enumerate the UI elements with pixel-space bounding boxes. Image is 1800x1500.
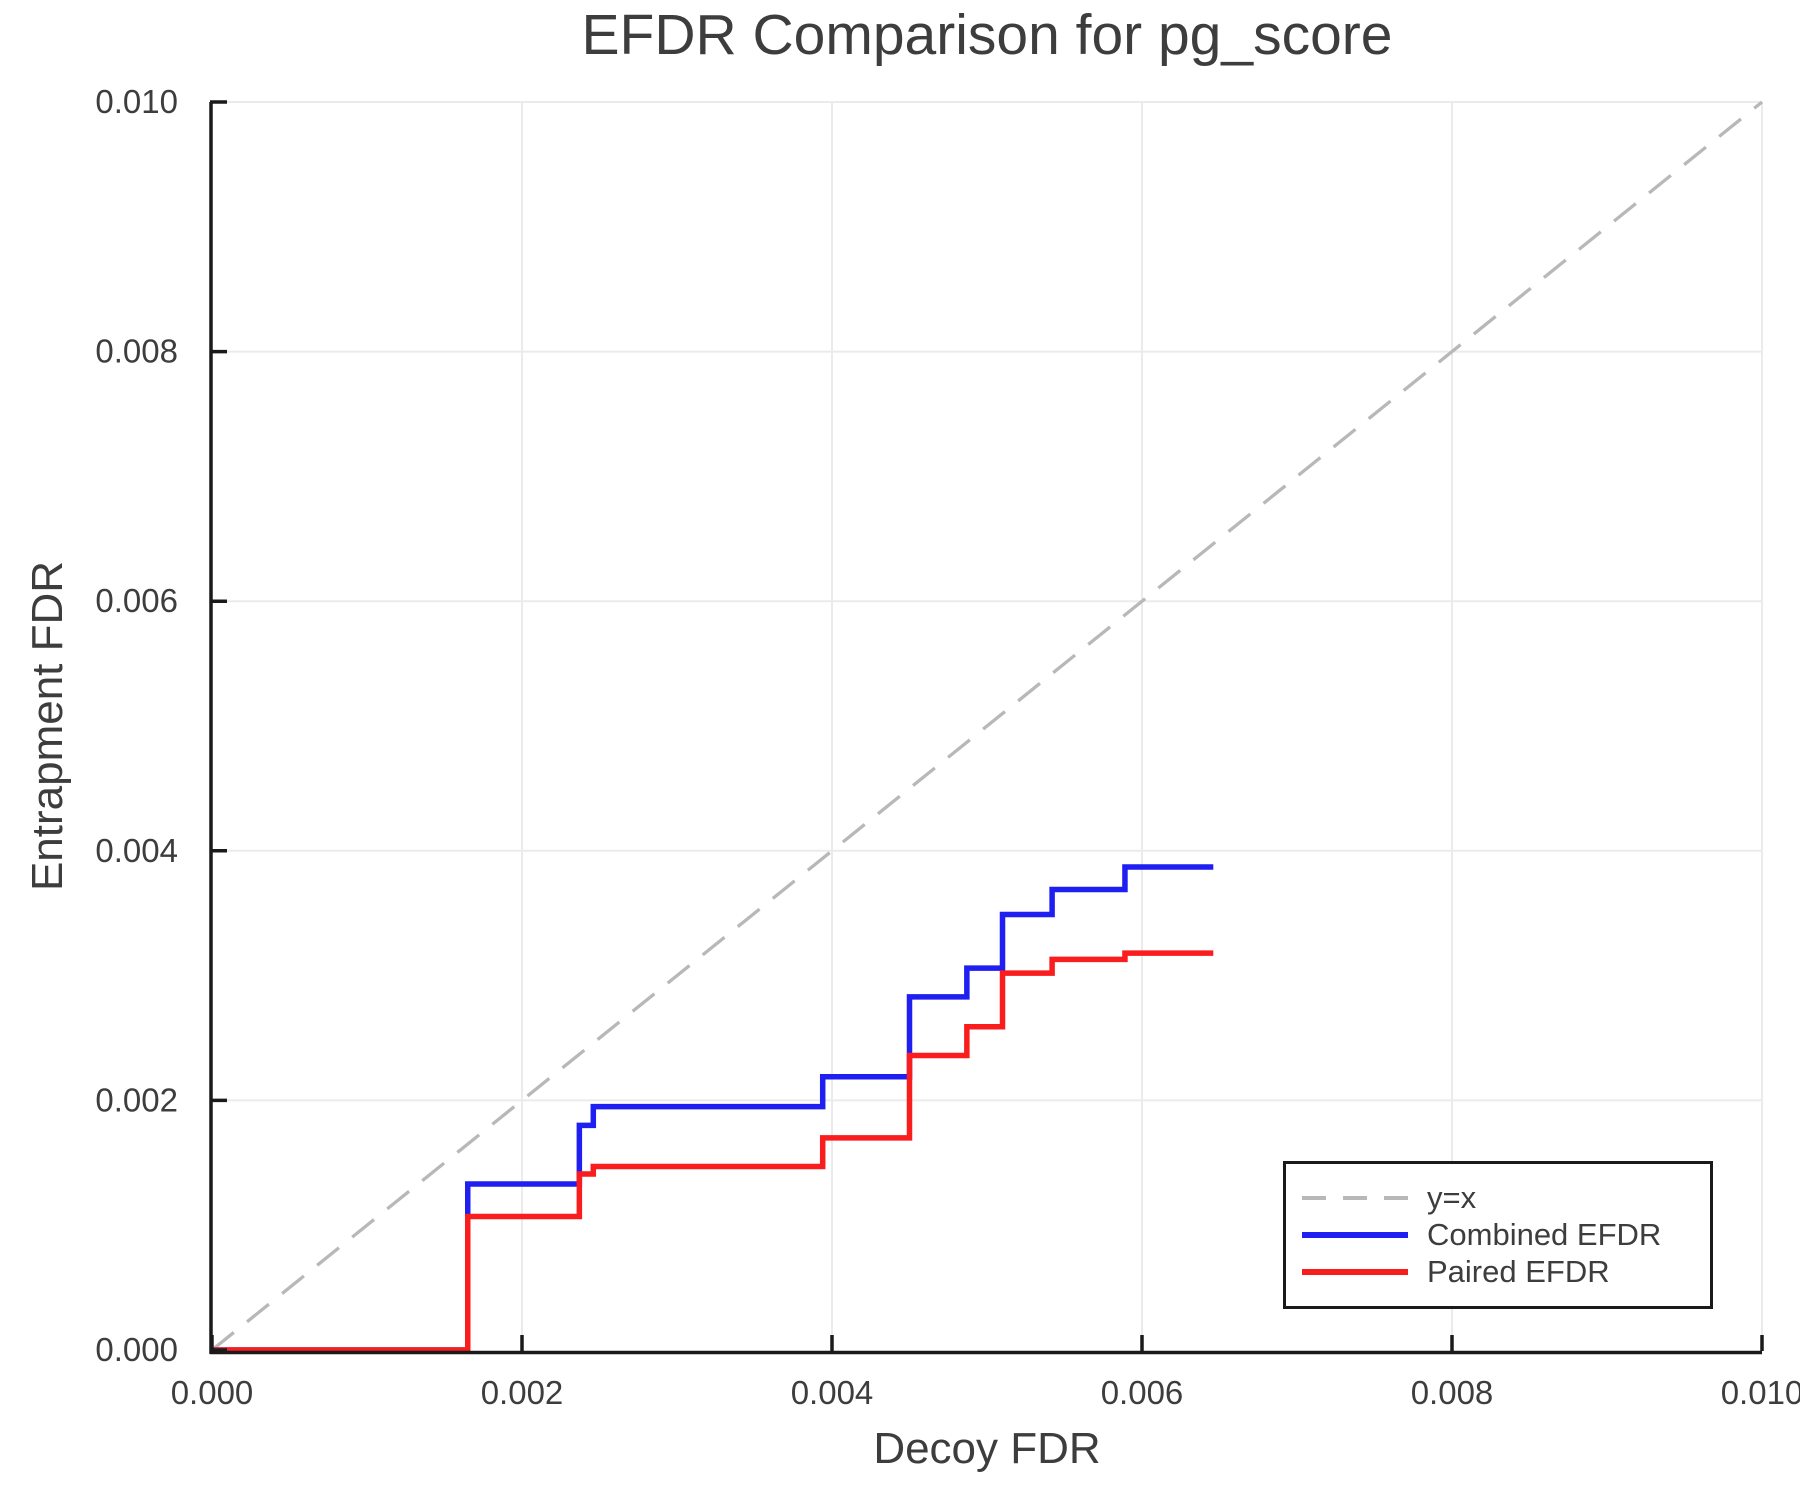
legend-label-paired-efdr: Paired EFDR: [1427, 1254, 1610, 1289]
x-tick-label: 0.000: [171, 1374, 254, 1411]
legend-item-y-equals-x: y=x: [1302, 1180, 1710, 1217]
y-tick-label: 0.008: [95, 333, 178, 370]
y-tick-label: 0.004: [95, 832, 178, 869]
y-tick-label: 0.002: [95, 1081, 178, 1118]
legend-label-combined-efdr: Combined EFDR: [1427, 1217, 1662, 1252]
x-tick-label: 0.004: [791, 1374, 874, 1411]
x-tick-label: 0.002: [481, 1374, 564, 1411]
y-equals-x-line-sample: [1302, 1196, 1408, 1200]
x-axis-label: Decoy FDR: [873, 1424, 1101, 1473]
legend-item-paired-efdr: Paired EFDR: [1302, 1254, 1710, 1291]
combined-efdr-line-sample: [1302, 1232, 1408, 1238]
legend: y=x Combined EFDR Paired EFDR: [1283, 1161, 1713, 1309]
y-tick-label: 0.000: [95, 1331, 178, 1368]
x-tick-label: 0.006: [1101, 1374, 1184, 1411]
x-tick-label: 0.008: [1411, 1374, 1494, 1411]
y-tick-label: 0.010: [95, 83, 178, 120]
paired-efdr-line-sample: [1302, 1269, 1408, 1275]
paired-efdr-line: [212, 950, 1214, 1353]
chart-title: EFDR Comparison for pg_score: [581, 3, 1393, 67]
legend-label-y-equals-x: y=x: [1427, 1180, 1477, 1215]
legend-item-combined-efdr: Combined EFDR: [1302, 1217, 1710, 1254]
y-equals-x-line: [210, 100, 1764, 1352]
y-tick-label: 0.006: [95, 582, 178, 619]
combined-efdr-line: [212, 864, 1214, 1353]
x-tick-label: 0.010: [1721, 1374, 1800, 1411]
y-axis-label: Entrapment FDR: [23, 560, 72, 892]
